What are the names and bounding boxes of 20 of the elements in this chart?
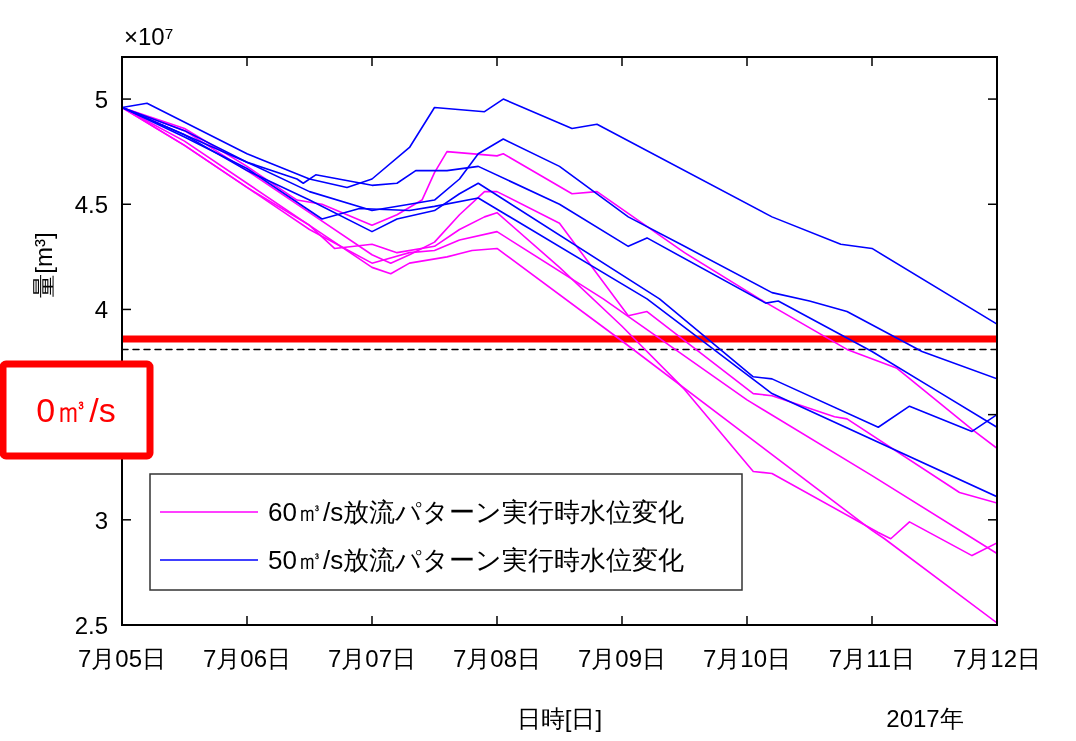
text: ×10⁷: [124, 23, 174, 50]
text: 0㎥/s: [36, 391, 116, 429]
x-tick-label: 7月07日: [327, 645, 417, 672]
x-tick-label: 7月06日: [202, 645, 292, 672]
y-tick-label: 3: [94, 506, 108, 534]
y-tick-label: 4: [94, 296, 108, 324]
x-tick-label: 7月05日: [77, 645, 167, 672]
y-axis-title: 量[m³]: [30, 232, 57, 298]
y-tick-label: 5: [94, 86, 108, 114]
legend-label: 60㎥/s放流パターン実行時水位変化: [268, 497, 685, 527]
y-tick-label: 4.5: [74, 191, 108, 219]
x-tick-label: 7月10日: [702, 645, 792, 672]
y-tick-label: 2.5: [74, 612, 108, 639]
x-tick-label: 7月08日: [452, 645, 542, 672]
x-tick-label: 7月12日: [952, 645, 1042, 672]
legend-label: 50㎥/s放流パターン実行時水位変化: [268, 545, 685, 575]
x-axis-title: 日時[日]: [516, 705, 603, 732]
x-tick-label: 7月11日: [828, 645, 916, 672]
text: 2017年: [886, 705, 964, 732]
x-tick-label: 7月09日: [577, 645, 667, 672]
